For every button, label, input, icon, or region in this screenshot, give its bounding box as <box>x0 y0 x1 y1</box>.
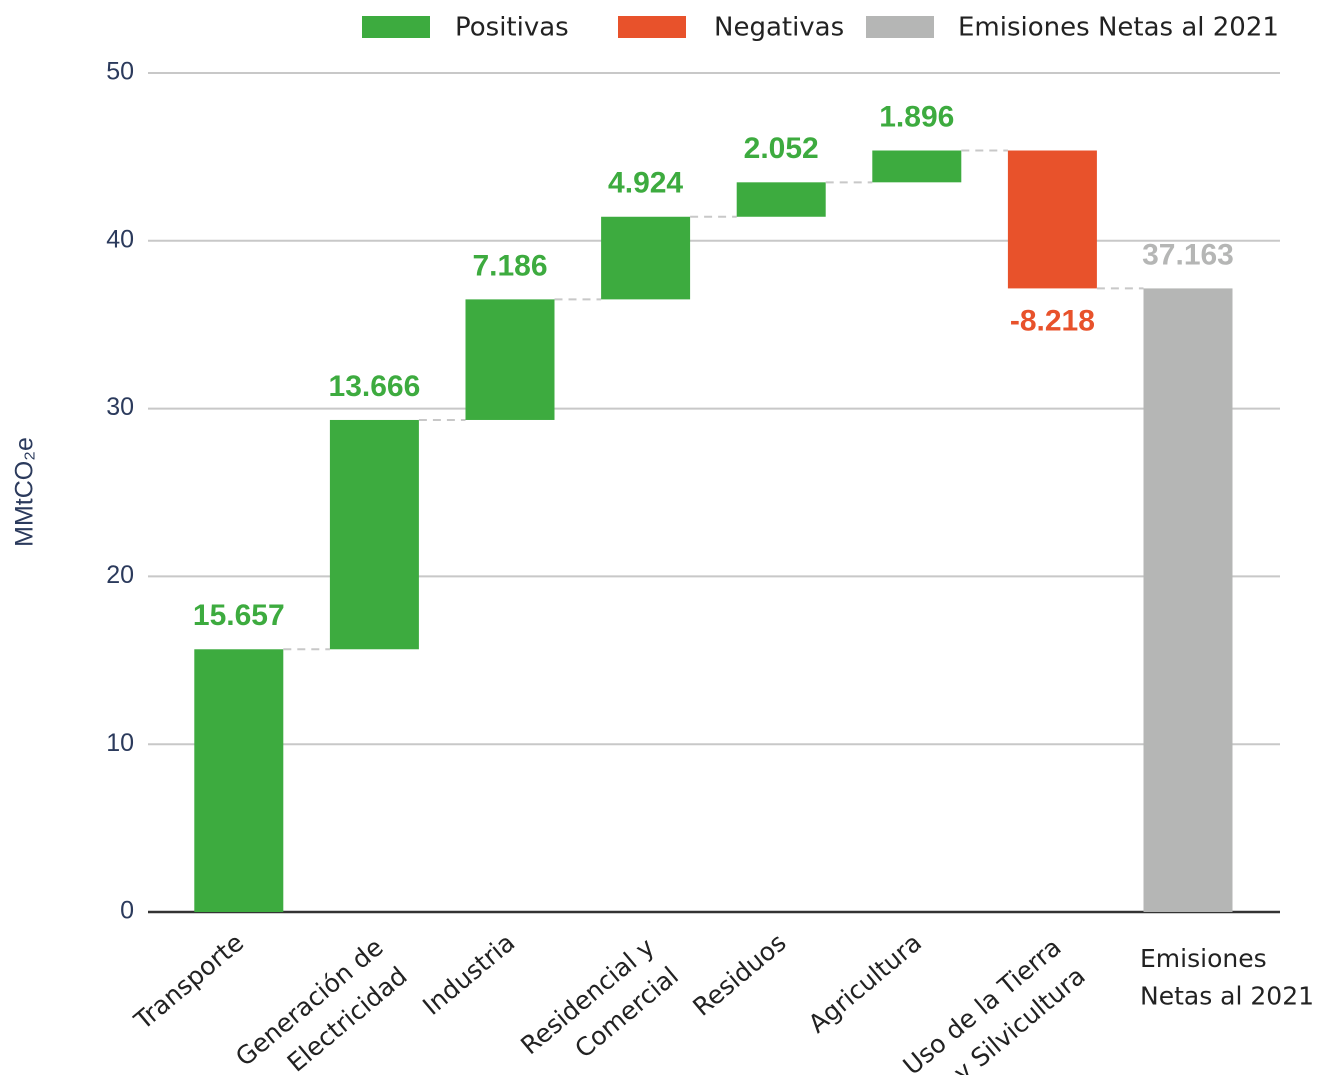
bar <box>1143 288 1233 912</box>
legend-swatch <box>866 16 934 38</box>
x-tick-label: Residencial yComercial <box>515 932 684 1075</box>
value-label: 1.896 <box>879 100 954 133</box>
legend-label: Positivas <box>455 13 569 43</box>
x-tick-label: Generación deElectricidad <box>230 932 413 1075</box>
value-label: -8.218 <box>1010 304 1095 337</box>
x-tick-label: Uso de la Tierray Silvicultura <box>898 932 1091 1075</box>
value-label: 15.657 <box>193 599 285 632</box>
bar <box>736 182 826 217</box>
legend-label: Emisiones Netas al 2021 <box>958 13 1279 43</box>
value-label: 4.924 <box>608 167 683 200</box>
value-label: 7.186 <box>472 249 547 282</box>
x-tick-label: Agricultura <box>803 928 927 1039</box>
y-axis-label: MMtCO₂e <box>11 437 39 547</box>
bar <box>194 649 284 912</box>
x-tick-label: Industria <box>417 928 520 1021</box>
bar <box>465 299 555 420</box>
y-tick-label: 50 <box>106 58 134 86</box>
y-tick-label: 20 <box>106 561 134 589</box>
x-tick-label: Emisiones Netas al 2021 <box>1140 944 1314 1011</box>
legend-label: Negativas <box>714 13 844 43</box>
legend-swatch <box>618 16 686 38</box>
y-tick-label: 30 <box>106 393 134 421</box>
bar <box>329 419 419 650</box>
legend-swatch <box>362 16 430 38</box>
bar <box>601 216 691 300</box>
bar <box>872 150 962 183</box>
bar <box>1007 150 1097 289</box>
value-label: 37.163 <box>1142 238 1234 271</box>
y-tick-label: 0 <box>120 897 134 925</box>
y-tick-label: 40 <box>106 225 134 253</box>
x-tick-label: Residuos <box>687 928 791 1022</box>
value-label: 13.666 <box>329 370 421 403</box>
y-tick-label: 10 <box>106 729 134 757</box>
value-label: 2.052 <box>744 132 819 165</box>
x-tick-label: Transporte <box>128 928 249 1036</box>
